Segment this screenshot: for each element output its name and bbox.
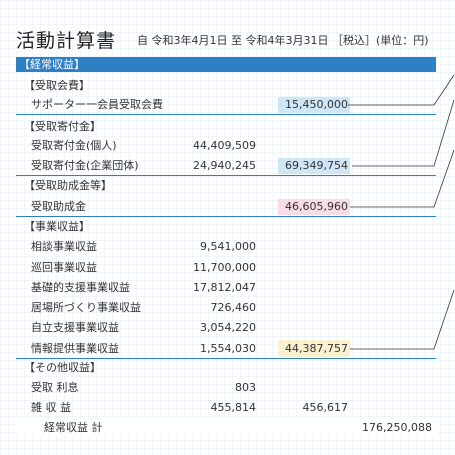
divider bbox=[16, 358, 436, 359]
subtotal-grants: 46,605,960 bbox=[278, 199, 350, 215]
group-label-donations: 【受取寄付金】 bbox=[24, 120, 101, 133]
line-item-name: 受取 利息 bbox=[31, 381, 79, 394]
group-label-membership: 【受取会費】 bbox=[24, 79, 90, 92]
connector-line bbox=[350, 289, 455, 350]
line-item-name: 居場所づくり事業収益 bbox=[31, 301, 141, 314]
line-item-amount: 726,460 bbox=[210, 301, 257, 314]
line-item-amount: 3,054,220 bbox=[200, 321, 256, 334]
line-item-name: 巡回事業収益 bbox=[31, 261, 97, 274]
subtotal-membership: 15,450,000 bbox=[278, 97, 350, 113]
line-item-name: 雑 収 益 bbox=[31, 401, 71, 414]
line-item-amount: 24,940,245 bbox=[193, 159, 256, 172]
line-item-amount: 803 bbox=[235, 381, 256, 394]
period-note: 自 令和3年4月1日 至 令和4年3月31日 ［税込］(単位：円) bbox=[137, 34, 429, 47]
line-item-amount: 455,814 bbox=[210, 401, 257, 414]
line-item-amount: 17,812,047 bbox=[193, 281, 256, 294]
connector-line bbox=[352, 99, 455, 167]
group-label-business: 【事業収益】 bbox=[24, 220, 90, 233]
line-item-name: 受取寄付金(企業団体) bbox=[31, 159, 139, 172]
section-header: 【経常収益】 bbox=[16, 57, 436, 72]
line-item-name: 相談事業収益 bbox=[31, 240, 97, 253]
line-item-name: 受取助成金 bbox=[31, 200, 86, 213]
line-item-name: 受取寄付金(個人) bbox=[31, 139, 117, 152]
connector-line bbox=[350, 149, 455, 208]
line-item-amount: 44,409,509 bbox=[193, 139, 256, 152]
line-item-name: 自立支援事業収益 bbox=[31, 321, 119, 334]
divider bbox=[16, 175, 436, 176]
group-label-grants: 【受取助成金等】 bbox=[24, 179, 112, 192]
line-item-amount: 11,700,000 bbox=[193, 261, 256, 274]
total-value: 176,250,088 bbox=[362, 421, 432, 434]
divider bbox=[16, 114, 436, 115]
line-item-name: 情報提供事業収益 bbox=[31, 342, 119, 355]
subtotal-other: 456,617 bbox=[302, 401, 349, 414]
divider bbox=[16, 216, 436, 217]
section-header-label: 【経常収益】 bbox=[19, 58, 85, 71]
page-title: 活動計算書 bbox=[16, 30, 117, 52]
line-item-name: サポーター一会員受取会費 bbox=[31, 98, 163, 111]
subtotal-business: 44,387,757 bbox=[278, 340, 350, 357]
line-item-amount: 1,554,030 bbox=[200, 342, 256, 355]
total-row bbox=[16, 419, 436, 436]
connector-line bbox=[348, 74, 455, 106]
line-item-amount: 9,541,000 bbox=[200, 240, 256, 253]
subtotal-donations: 69,349,754 bbox=[278, 158, 350, 174]
total-label: 経常収益 計 bbox=[44, 421, 103, 434]
group-label-other: 【その他収益】 bbox=[24, 361, 101, 374]
line-item-name: 基礎的支援事業収益 bbox=[31, 281, 130, 294]
